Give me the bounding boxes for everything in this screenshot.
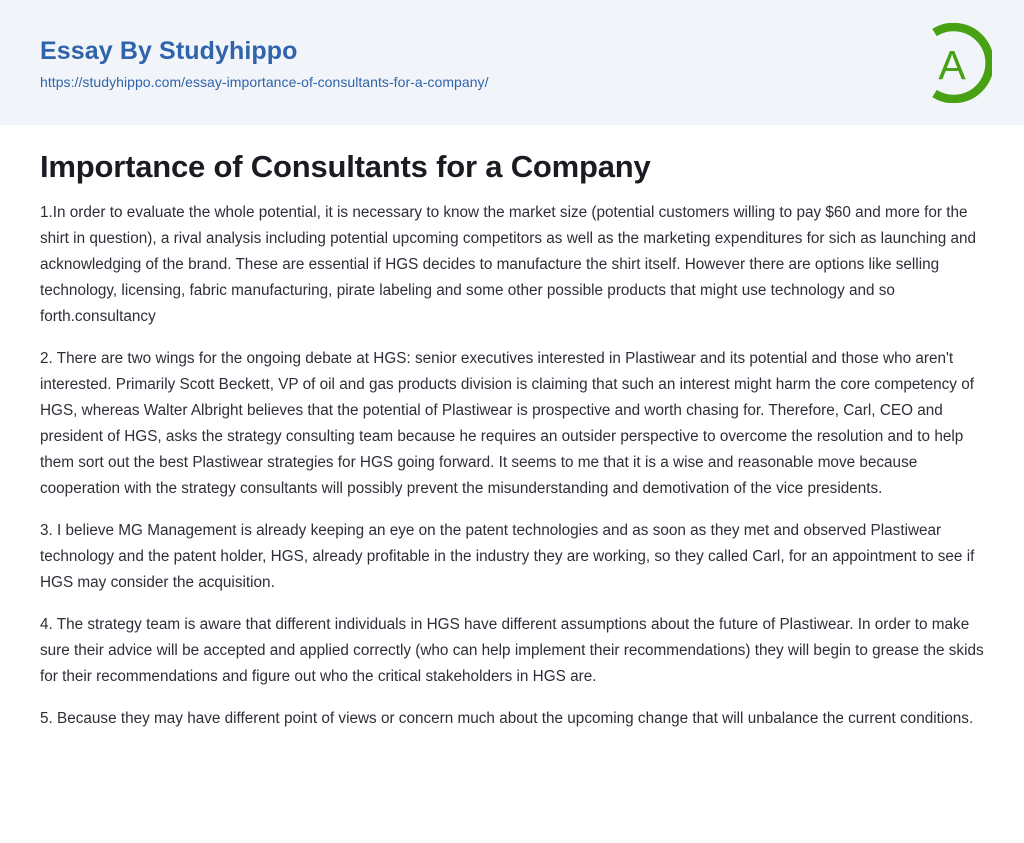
- article: Importance of Consultants for a Company …: [0, 125, 1024, 733]
- page-title: Importance of Consultants for a Company: [40, 149, 651, 184]
- logo-letter: A: [938, 42, 966, 88]
- studyhippo-a-logo-icon: A: [932, 22, 992, 103]
- source-url-link[interactable]: https://studyhippo.com/essay-importance-…: [40, 74, 489, 91]
- brand-title: Essay By Studyhippo: [40, 36, 298, 65]
- paragraph-1: 1.In order to evaluate the whole potenti…: [40, 204, 977, 326]
- paragraph-3: 3. I believe MG Management is already ke…: [40, 522, 975, 592]
- site-header: Essay By Studyhippo https://studyhippo.c…: [0, 0, 1024, 125]
- header-brand-block: Essay By Studyhippo https://studyhippo.c…: [40, 34, 489, 91]
- paragraph-5: 5. Because they may have different point…: [40, 710, 974, 728]
- article-body: 1.In order to evaluate the whole potenti…: [40, 185, 984, 732]
- paragraph-4: 4. The strategy team is aware that diffe…: [40, 616, 984, 686]
- paragraph-2: 2. There are two wings for the ongoing d…: [40, 350, 974, 498]
